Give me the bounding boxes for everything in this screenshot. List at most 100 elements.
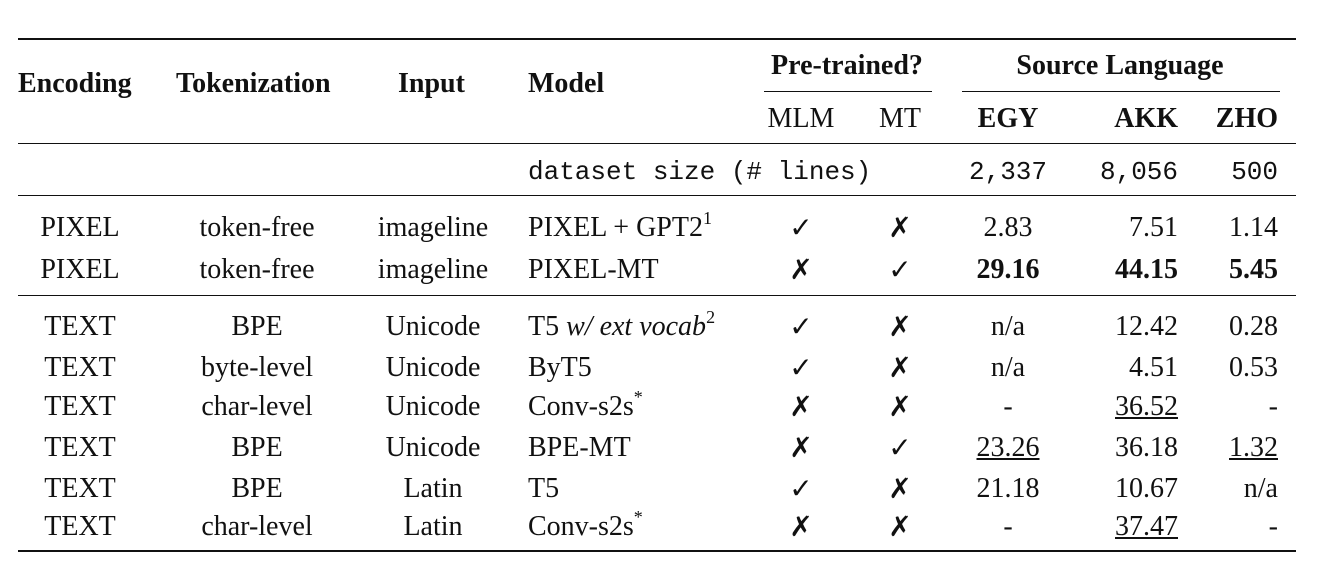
model-variant: w/ ext vocab xyxy=(566,311,707,342)
tokenization-cell: token-free xyxy=(199,212,315,243)
egy-score-cell: n/a xyxy=(990,311,1026,342)
header-mlm: MLM xyxy=(767,103,835,134)
input-cell: Latin xyxy=(403,511,463,542)
mt-cross-icon: ✗ xyxy=(888,390,912,423)
model-name: Conv-s2s xyxy=(528,511,634,542)
mt-cross-icon: ✗ xyxy=(888,310,912,343)
dataset-size-label: dataset size (# lines) xyxy=(528,157,872,187)
zho-score-cell: 1.14 xyxy=(1229,212,1278,243)
encoding-cell: TEXT xyxy=(44,432,116,463)
akk-score-cell: 37.47 xyxy=(1115,511,1178,542)
encoding-cell: PIXEL xyxy=(40,254,120,285)
tokenization-cell: char-level xyxy=(201,391,313,422)
pretrained-cmidrule xyxy=(764,91,932,93)
tokenization-cell: BPE xyxy=(231,473,283,504)
model-cell: BPE-MT xyxy=(528,432,631,464)
model-footnote-mark: * xyxy=(633,507,643,527)
zho-score-cell: n/a xyxy=(1243,473,1278,504)
header-mt: MT xyxy=(879,103,921,134)
input-cell: Unicode xyxy=(385,391,481,422)
model-footnote-mark: 2 xyxy=(706,307,716,327)
model-name: PIXEL-MT xyxy=(528,254,659,285)
egy-score-cell: - xyxy=(1003,511,1013,542)
zho-score-cell: 0.53 xyxy=(1229,352,1278,383)
mt-cross-icon: ✗ xyxy=(888,510,912,543)
model-name: T5 xyxy=(528,311,567,342)
header-encoding: Encoding xyxy=(18,68,132,99)
egy-score-cell: 21.18 xyxy=(976,473,1040,504)
input-cell: Unicode xyxy=(385,311,481,342)
akk-score-cell: 4.51 xyxy=(1129,352,1178,383)
zho-score-cell: 5.45 xyxy=(1229,254,1278,285)
input-cell: Unicode xyxy=(385,352,481,383)
mlm-check-icon: ✓ xyxy=(789,211,813,244)
mt-cross-icon: ✗ xyxy=(888,351,912,384)
mt-cross-icon: ✗ xyxy=(888,472,912,505)
mlm-cross-icon: ✗ xyxy=(789,253,813,286)
egy-score-cell: 23.26 xyxy=(976,432,1040,463)
input-cell: Latin xyxy=(403,473,463,504)
egy-score-cell: 29.16 xyxy=(976,254,1040,285)
encoding-cell: TEXT xyxy=(44,391,116,422)
akk-score-cell: 44.15 xyxy=(1115,254,1178,285)
model-cell: PIXEL + GPT21 xyxy=(528,208,712,246)
zho-score-cell: - xyxy=(1268,511,1278,542)
model-name: T5 xyxy=(528,473,560,504)
tokenization-cell: byte-level xyxy=(201,352,313,383)
model-name: BPE-MT xyxy=(528,432,631,463)
encoding-cell: PIXEL xyxy=(40,212,120,243)
egy-score-cell: n/a xyxy=(990,352,1026,383)
akk-score-cell: 36.52 xyxy=(1115,391,1178,422)
akk-score-cell: 12.42 xyxy=(1115,311,1178,342)
header-akk: AKK xyxy=(1114,103,1178,134)
encoding-cell: TEXT xyxy=(44,473,116,504)
model-footnote-mark: * xyxy=(633,387,643,407)
header-zho: ZHO xyxy=(1215,103,1278,134)
model-name: Conv-s2s xyxy=(528,391,634,422)
bottom-rule xyxy=(18,550,1296,553)
akk-score-cell: 10.67 xyxy=(1115,473,1178,504)
encoding-cell: TEXT xyxy=(44,511,116,542)
zho-score-cell: - xyxy=(1268,391,1278,422)
tokenization-cell: BPE xyxy=(231,432,283,463)
tokenization-cell: BPE xyxy=(231,311,283,342)
header-pretrained: Pre-trained? xyxy=(771,50,923,81)
dataset-rule xyxy=(18,195,1296,197)
encoding-cell: TEXT xyxy=(44,352,116,383)
pixel-section-rule xyxy=(18,295,1296,297)
model-footnote-mark: 1 xyxy=(702,208,712,228)
mlm-cross-icon: ✗ xyxy=(789,510,813,543)
akk-score-cell: 7.51 xyxy=(1129,212,1178,243)
mt-check-icon: ✓ xyxy=(888,431,912,464)
model-cell: PIXEL-MT xyxy=(528,254,659,286)
header-model: Model xyxy=(528,68,605,99)
mlm-cross-icon: ✗ xyxy=(789,390,813,423)
model-cell: ByT5 xyxy=(528,352,592,384)
header-egy: EGY xyxy=(977,103,1039,134)
model-name: ByT5 xyxy=(528,352,592,383)
header-source-language: Source Language xyxy=(1016,50,1224,81)
mt-cross-icon: ✗ xyxy=(888,211,912,244)
mlm-check-icon: ✓ xyxy=(789,351,813,384)
tokenization-cell: token-free xyxy=(199,254,315,285)
zho-score-cell: 1.32 xyxy=(1229,432,1278,463)
header-rule xyxy=(18,143,1296,145)
model-name: PIXEL + GPT2 xyxy=(528,212,703,243)
akk-score-cell: 36.18 xyxy=(1115,432,1178,463)
model-cell: T5 w/ ext vocab2 xyxy=(528,307,715,345)
model-cell: Conv-s2s* xyxy=(528,507,643,545)
input-cell: imageline xyxy=(377,212,489,243)
dataset-size-egy: 2,337 xyxy=(968,157,1048,187)
zho-score-cell: 0.28 xyxy=(1229,311,1278,342)
top-rule xyxy=(18,38,1296,41)
egy-score-cell: - xyxy=(1003,391,1013,422)
dataset-size-akk: 8,056 xyxy=(1099,157,1178,187)
mt-check-icon: ✓ xyxy=(888,253,912,286)
input-cell: Unicode xyxy=(385,432,481,463)
mlm-cross-icon: ✗ xyxy=(789,431,813,464)
mlm-check-icon: ✓ xyxy=(789,472,813,505)
header-tokenization: Tokenization xyxy=(176,68,331,99)
header-input: Input xyxy=(398,68,465,99)
tokenization-cell: char-level xyxy=(201,511,313,542)
input-cell: imageline xyxy=(377,254,489,285)
